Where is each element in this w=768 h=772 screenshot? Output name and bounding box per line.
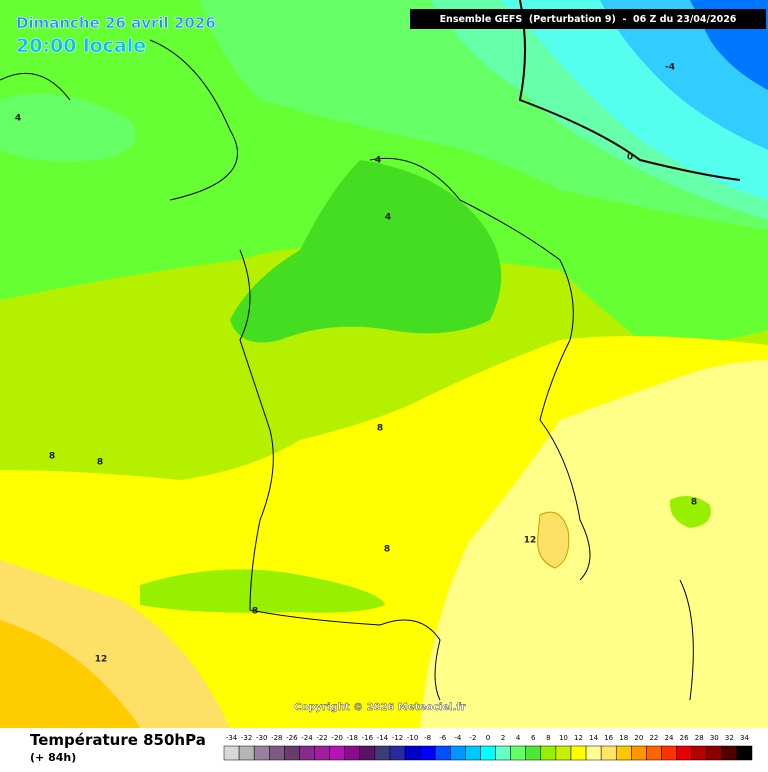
contour-labels: 4 4 4 0 -4 8 8 8 8 8 12 8 12 — [15, 63, 697, 665]
lead-time: (+ 84h) — [30, 751, 76, 764]
legend-label: -16 — [362, 734, 374, 742]
contour-label: 0 — [627, 153, 633, 163]
legend-swatch — [434, 745, 451, 761]
legend-swatch — [525, 745, 542, 761]
legend-label: 12 — [574, 734, 583, 742]
legend-label: -2 — [469, 734, 476, 742]
legend-label: 24 — [665, 734, 674, 742]
legend-label: 18 — [619, 734, 628, 742]
legend-label: 2 — [501, 734, 505, 742]
legend-swatch — [480, 745, 496, 761]
legend-label: -32 — [241, 734, 252, 742]
legend-label: 16 — [604, 734, 613, 742]
legend-label: -12 — [392, 734, 403, 742]
legend-swatch — [299, 745, 315, 761]
model-info: Ensemble GEFS (Perturbation 9) - 06 Z du… — [440, 14, 737, 25]
legend-label: -22 — [316, 734, 327, 742]
legend-swatch — [374, 745, 391, 761]
legend-label: -20 — [331, 734, 342, 742]
legend-swatch — [465, 745, 481, 761]
legend-label: -26 — [286, 734, 298, 742]
legend-swatch — [721, 745, 738, 761]
legend-swatch — [510, 745, 526, 761]
legend-label: 30 — [710, 734, 719, 742]
contour-label: 8 — [252, 607, 258, 617]
map-fields — [0, 0, 768, 728]
legend-label: 22 — [649, 734, 658, 742]
legend-swatch — [615, 745, 632, 761]
variable-name: Température 850hPa — [30, 731, 206, 749]
contour-label: 4 — [15, 114, 21, 124]
legend-label: -18 — [347, 734, 358, 742]
legend-swatch — [269, 745, 285, 761]
legend-label: 26 — [680, 734, 689, 742]
legend-label: 34 — [740, 734, 749, 742]
legend-swatch — [389, 745, 406, 761]
legend-label: 8 — [546, 734, 550, 742]
borders — [0, 0, 741, 701]
contour-label: 8 — [691, 498, 697, 508]
legend-swatch — [646, 745, 662, 761]
legend-swatch — [540, 745, 557, 761]
legend-label: -14 — [377, 734, 389, 742]
legend-swatch — [555, 745, 572, 761]
legend-label: -28 — [271, 734, 282, 742]
legend-swatch — [359, 745, 376, 761]
legend-label: 28 — [695, 734, 704, 742]
legend-swatch — [284, 745, 300, 761]
legend-label: -6 — [439, 734, 447, 742]
legend-label: -24 — [301, 734, 313, 742]
contour-label: 8 — [384, 545, 390, 555]
contour-label: -4 — [665, 63, 675, 73]
legend-swatch — [600, 745, 617, 761]
contour-label: 8 — [377, 424, 383, 434]
legend-label: -34 — [226, 734, 238, 742]
legend-label: 4 — [516, 734, 521, 742]
legend-swatch — [691, 745, 707, 761]
legend-swatch — [404, 745, 421, 761]
legend-swatch — [450, 745, 466, 761]
time-title: 20:00 locale — [16, 35, 146, 57]
legend-label: -30 — [256, 734, 267, 742]
legend-swatch — [585, 745, 602, 761]
legend-swatch — [238, 745, 255, 761]
legend-swatch — [676, 745, 692, 761]
contour-label: 12 — [524, 536, 537, 546]
legend-swatch — [314, 745, 330, 761]
legend-label: 32 — [725, 734, 734, 742]
legend-swatch — [736, 745, 753, 761]
contour-label: 8 — [97, 458, 103, 468]
date-title: Dimanche 26 avril 2026 — [16, 14, 216, 32]
legend-label: -8 — [424, 734, 431, 742]
legend-label: 14 — [589, 734, 598, 742]
legend-swatch — [570, 745, 587, 761]
legend-swatch — [631, 745, 647, 761]
legend-swatch — [495, 745, 511, 761]
contour-label: 4 — [385, 213, 391, 223]
legend-swatch — [344, 745, 361, 761]
legend-swatch — [223, 745, 240, 761]
contour-label: 12 — [95, 655, 108, 665]
legend-label: 20 — [634, 734, 643, 742]
copyright: Copyright © 2026 Meteociel.fr — [294, 702, 465, 713]
legend-label: -4 — [454, 734, 462, 742]
model-box — [410, 9, 766, 29]
contour-label: 4 — [375, 156, 381, 166]
legend-swatch — [706, 745, 723, 761]
contour-label: 8 — [49, 452, 55, 462]
legend-label: 10 — [559, 734, 568, 742]
legend-swatch — [419, 745, 436, 761]
colorbar: -34 -32 -30 -28 -26 -24 -22 -20 -18 -16 -14 -12 -10-… — [223, 734, 753, 761]
legend-label: 0 — [486, 734, 490, 742]
legend-label: 6 — [531, 734, 536, 742]
legend-swatch — [661, 745, 677, 761]
legend-swatch — [329, 745, 345, 761]
legend-label: -10 — [407, 734, 418, 742]
legend-swatch — [253, 745, 270, 761]
